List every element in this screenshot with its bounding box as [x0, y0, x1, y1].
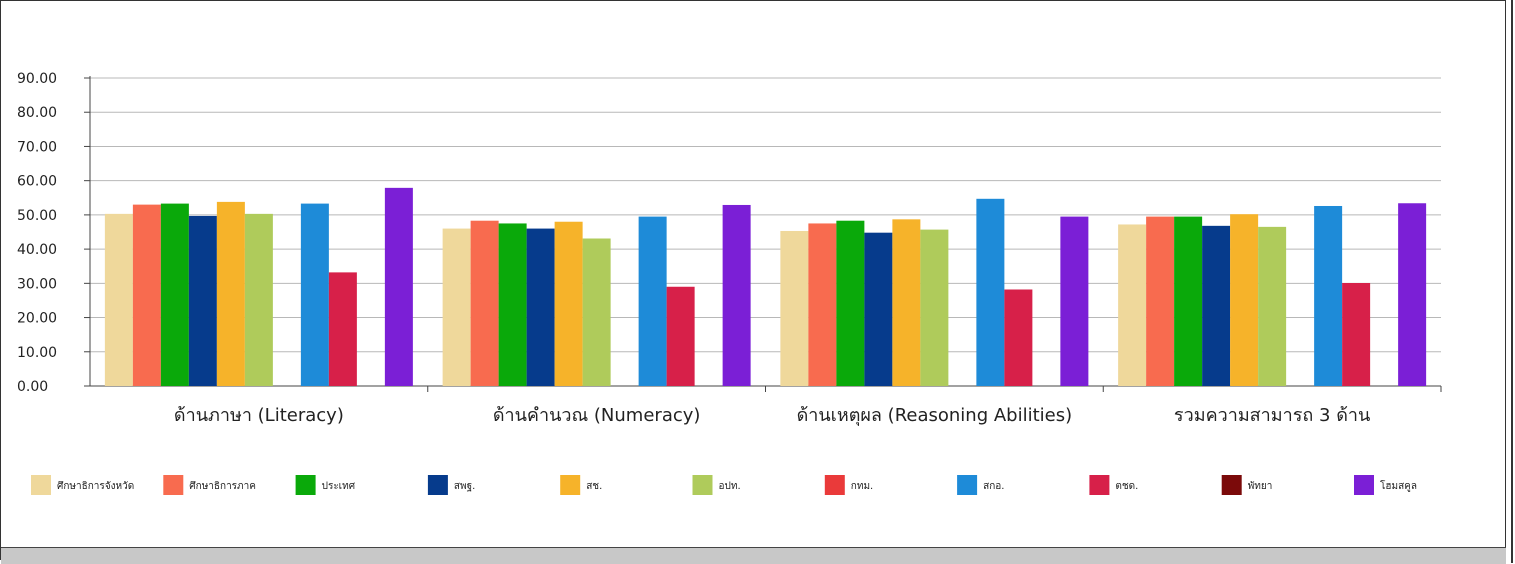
bar — [244, 213, 273, 386]
bar — [808, 223, 837, 386]
legend-label: สช. — [586, 481, 602, 492]
y-tick-label: 70.00 — [17, 139, 57, 155]
y-tick-label: 50.00 — [17, 208, 57, 224]
y-tick-label: 30.00 — [17, 276, 57, 292]
bar — [1398, 203, 1427, 386]
bar — [976, 198, 1005, 386]
legend-label: สกอ. — [983, 481, 1004, 492]
bar — [442, 228, 471, 386]
bar — [216, 201, 245, 386]
y-tick-label: 10.00 — [17, 345, 57, 361]
bar-chart: 0.00 10.00 20.00 30.00 40.00 50.00 60.00 70.00 8… — [17, 71, 1442, 495]
legend-swatch — [824, 475, 845, 495]
bar — [470, 220, 499, 386]
legend-swatch — [1221, 475, 1242, 495]
bar — [104, 213, 133, 386]
x-category-label: ด้านภาษา (Literacy) — [174, 405, 344, 426]
bottom-scroll-strip — [1, 547, 1506, 564]
bar — [1202, 225, 1231, 386]
legend-swatch — [31, 475, 51, 495]
bar — [1004, 289, 1033, 386]
bar — [554, 221, 583, 386]
legend-label: ตชด. — [1115, 481, 1138, 492]
bar — [328, 272, 357, 386]
bar — [920, 229, 949, 386]
bar — [1342, 282, 1371, 386]
bar — [1230, 214, 1259, 386]
bar — [1118, 224, 1147, 386]
bar — [582, 238, 611, 386]
x-category-label: ด้านคำนวณ (Numeracy) — [493, 405, 701, 426]
bar — [836, 220, 865, 386]
bar — [638, 216, 667, 386]
legend-swatch — [1089, 475, 1110, 495]
bar — [780, 230, 809, 386]
bar — [864, 232, 893, 386]
legend-swatch — [163, 475, 184, 495]
bar — [498, 223, 527, 386]
y-tick-label: 60.00 — [17, 174, 57, 190]
y-tick-label: 90.00 — [17, 71, 57, 87]
legend-label: ศึกษาธิการจังหวัด — [57, 480, 134, 492]
bar — [1314, 205, 1343, 386]
legend-swatch — [692, 475, 713, 495]
legend-swatch — [1354, 475, 1374, 495]
legend-label: โฮมสคูล — [1380, 479, 1417, 492]
bar — [300, 203, 329, 386]
bar — [1060, 216, 1089, 386]
y-tick-label: 0.00 — [17, 379, 48, 395]
y-tick-label: 40.00 — [17, 242, 57, 258]
legend-label: กทม. — [851, 481, 873, 492]
bar — [666, 286, 695, 386]
legend-label: ศึกษาธิการภาค — [189, 480, 256, 492]
bars — [104, 187, 1427, 386]
legend: ศึกษาธิการจังหวัด ศึกษาธิการภาค ประเทศ สพฐ.… — [31, 475, 1417, 495]
legend-label: ประเทศ — [322, 481, 356, 492]
bar — [188, 215, 217, 386]
bar — [526, 228, 555, 386]
x-category-label: ด้านเหตุผล (Reasoning Abilities) — [797, 405, 1073, 426]
legend-swatch — [957, 475, 978, 495]
bar — [1146, 216, 1175, 386]
x-axis: ด้านภาษา (Literacy) ด้านคำนวณ (Numeracy) ด… — [174, 386, 1442, 426]
bar — [892, 219, 921, 386]
bar — [1258, 226, 1287, 386]
legend-label: สพฐ. — [454, 481, 475, 492]
bar — [384, 187, 413, 386]
legend-swatch — [560, 475, 581, 495]
bar — [160, 203, 189, 386]
legend-label: พัทยา — [1248, 481, 1273, 492]
y-axis: 0.00 10.00 20.00 30.00 40.00 50.00 60.00 70.00 8… — [17, 71, 91, 395]
legend-swatch — [427, 475, 448, 495]
legend-swatch — [295, 475, 316, 495]
bar — [722, 204, 751, 386]
legend-label: อปท. — [719, 481, 741, 492]
y-tick-label: 80.00 — [17, 105, 57, 121]
bar — [132, 204, 161, 386]
frame-right-edge — [1511, 0, 1513, 563]
x-category-label: รวมความสามารถ 3 ด้าน — [1174, 405, 1370, 426]
bar — [1174, 216, 1203, 386]
y-tick-label: 20.00 — [17, 311, 57, 327]
